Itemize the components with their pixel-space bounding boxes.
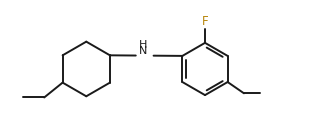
Text: F: F — [202, 15, 208, 28]
Text: H: H — [139, 40, 147, 50]
Text: N: N — [139, 46, 147, 56]
